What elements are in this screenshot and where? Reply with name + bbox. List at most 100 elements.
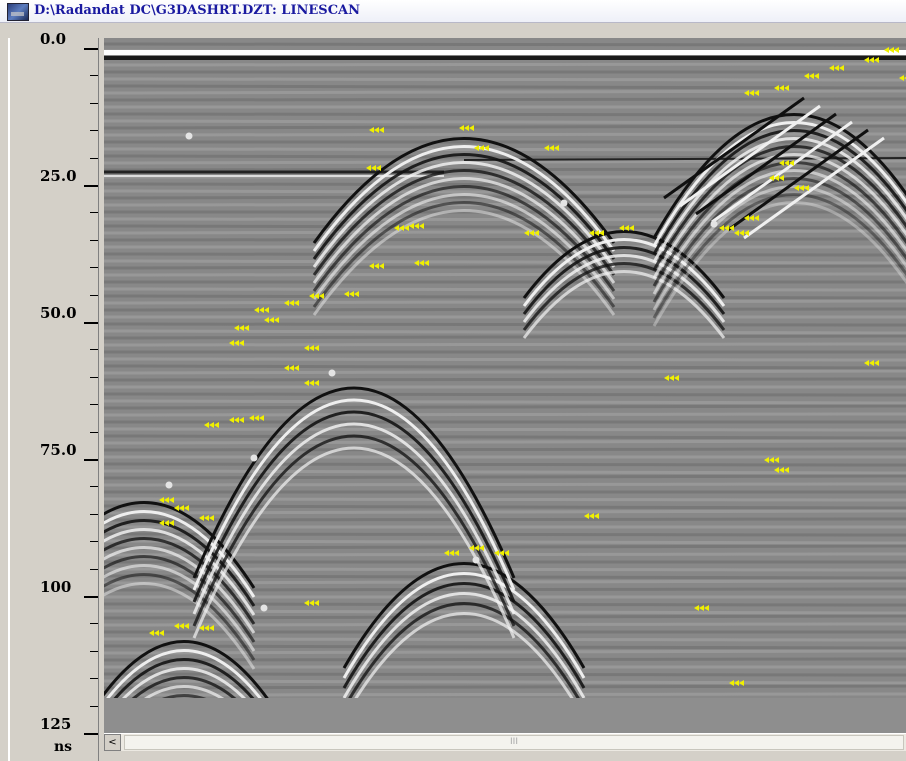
pick-marker	[744, 90, 749, 96]
pick-marker	[314, 600, 319, 606]
diffraction-hyperbola	[104, 519, 256, 607]
pick-marker	[239, 325, 244, 331]
scan-trace-band	[104, 342, 906, 347]
pick-marker	[294, 365, 299, 371]
scan-trace-band	[104, 412, 906, 417]
point-marker	[185, 132, 193, 140]
title-bar[interactable]: D:\Radandat DC\G3DASHRT.DZT: LINESCAN	[0, 0, 906, 23]
depth-minor-tick	[90, 623, 98, 625]
diffraction-hyperbola	[522, 230, 726, 299]
horizontal-scrollbar[interactable]: < III	[104, 733, 906, 751]
radan-app-icon[interactable]	[7, 3, 29, 21]
pick-marker	[319, 293, 324, 299]
pick-marker	[374, 127, 379, 133]
diffraction-hyperbola	[342, 612, 586, 719]
pick-marker	[749, 215, 754, 221]
pick-marker	[729, 680, 734, 686]
diffraction-hyperbola	[342, 572, 586, 679]
pick-marker	[754, 215, 759, 221]
depth-axis: 0.0 25.0 50.0 75.0 100 125 ns	[8, 30, 99, 761]
pick-marker	[309, 600, 314, 606]
pick-marker	[179, 623, 184, 629]
point-marker	[260, 604, 268, 612]
pick-marker	[169, 497, 174, 503]
scroll-left-button[interactable]: <	[104, 734, 121, 751]
pick-marker	[309, 293, 314, 299]
pick-marker	[744, 230, 749, 236]
diffraction-hyperbola	[312, 169, 616, 276]
depth-minor-tick	[90, 294, 98, 296]
pick-marker	[454, 550, 459, 556]
pick-marker	[869, 360, 874, 366]
pick-marker	[779, 160, 784, 166]
depth-minor-tick	[90, 102, 98, 104]
pick-marker	[619, 225, 624, 231]
scan-trace-band	[104, 539, 906, 545]
pick-marker	[164, 520, 169, 526]
depth-minor-tick	[90, 349, 98, 351]
pick-marker	[214, 422, 219, 428]
scan-trace-band	[104, 132, 906, 137]
pick-marker	[419, 260, 424, 266]
depth-minor-tick	[90, 705, 98, 707]
pick-marker	[719, 225, 724, 231]
depth-tick-label: 25.0	[40, 167, 77, 185]
pick-marker	[829, 65, 834, 71]
diffraction-hyperbola	[312, 153, 616, 260]
scan-trace-band	[104, 202, 906, 207]
pick-marker	[304, 380, 309, 386]
pick-marker	[699, 605, 704, 611]
scan-trace-band	[104, 649, 906, 655]
scan-trace-band	[104, 229, 906, 235]
pick-marker	[159, 520, 164, 526]
pick-marker	[474, 545, 479, 551]
pick-marker	[374, 263, 379, 269]
pick-marker	[734, 680, 739, 686]
depth-tick-label: 100	[40, 578, 72, 596]
scroll-thumb[interactable]: III	[124, 735, 904, 750]
depth-major-tick	[84, 733, 98, 735]
depth-minor-tick	[90, 239, 98, 241]
diffraction-hyperbola	[652, 137, 906, 263]
pick-marker	[784, 160, 789, 166]
pick-marker	[799, 185, 804, 191]
linescan-display[interactable]	[104, 38, 906, 733]
scan-trace-band	[104, 124, 906, 130]
depth-tick-label: 0.0	[40, 30, 67, 48]
pick-marker	[234, 340, 239, 346]
pick-marker	[769, 175, 774, 181]
pick-marker	[269, 317, 274, 323]
pick-marker	[874, 360, 879, 366]
pick-marker	[594, 513, 599, 519]
scan-trace-band	[104, 272, 906, 277]
pick-marker	[864, 57, 869, 63]
pick-marker	[629, 225, 634, 231]
depth-major-tick	[84, 48, 98, 50]
pick-marker	[304, 600, 309, 606]
pick-marker	[899, 75, 904, 81]
pick-marker	[314, 345, 319, 351]
pick-marker	[184, 623, 189, 629]
pick-marker	[469, 125, 474, 131]
surface-reflection-dark	[104, 56, 906, 60]
pick-marker	[474, 145, 479, 151]
diffraction-hyperbola	[312, 137, 616, 244]
pick-marker	[554, 145, 559, 151]
depth-minor-tick	[90, 75, 98, 77]
pick-marker	[894, 47, 899, 53]
pick-marker	[414, 223, 419, 229]
pick-marker	[289, 365, 294, 371]
pick-marker	[834, 65, 839, 71]
pick-marker	[369, 263, 374, 269]
horizontal-reflector	[463, 157, 906, 161]
pick-marker	[889, 47, 894, 53]
scan-trace-band	[104, 112, 906, 117]
depth-minor-tick	[90, 267, 98, 269]
pick-marker	[874, 57, 879, 63]
pick-marker	[264, 317, 269, 323]
pick-marker	[264, 307, 269, 313]
pick-marker	[371, 165, 376, 171]
scan-trace-band	[104, 404, 906, 410]
pick-marker	[254, 307, 259, 313]
point-marker	[560, 199, 568, 207]
